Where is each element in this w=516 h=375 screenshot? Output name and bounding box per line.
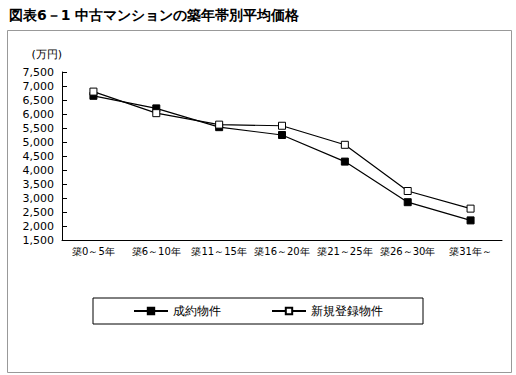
svg-text:3,500: 3,500: [23, 178, 55, 191]
svg-text:新規登録物件: 新規登録物件: [311, 304, 383, 318]
svg-text:築0～5年: 築0～5年: [72, 246, 115, 257]
svg-text:築21～25年: 築21～25年: [317, 246, 372, 257]
svg-text:1,500: 1,500: [23, 234, 55, 247]
svg-text:2,500: 2,500: [23, 206, 55, 219]
svg-text:4,500: 4,500: [23, 150, 55, 163]
svg-text:7,000: 7,000: [23, 80, 55, 93]
svg-text:3,000: 3,000: [23, 192, 55, 205]
svg-text:5,500: 5,500: [23, 122, 55, 135]
svg-text:築16～20年: 築16～20年: [254, 246, 309, 257]
svg-text:築6～10年: 築6～10年: [132, 246, 181, 257]
svg-text:6,500: 6,500: [23, 94, 55, 107]
svg-text:6,000: 6,000: [23, 108, 55, 121]
svg-text:築26～30年: 築26～30年: [380, 246, 435, 257]
svg-text:5,000: 5,000: [23, 136, 55, 149]
svg-text:成約物件: 成約物件: [173, 304, 221, 318]
svg-text:4,000: 4,000: [23, 164, 55, 177]
svg-text:図表6－1 中古マンションの築年帯別平均価格: 図表6－1 中古マンションの築年帯別平均価格: [9, 7, 300, 23]
svg-text:(万円): (万円): [31, 48, 62, 61]
svg-text:7,500: 7,500: [23, 66, 55, 79]
svg-text:2,000: 2,000: [23, 220, 55, 233]
svg-text:築11～15年: 築11～15年: [191, 246, 246, 257]
svg-text:築31年～: 築31年～: [449, 246, 492, 257]
